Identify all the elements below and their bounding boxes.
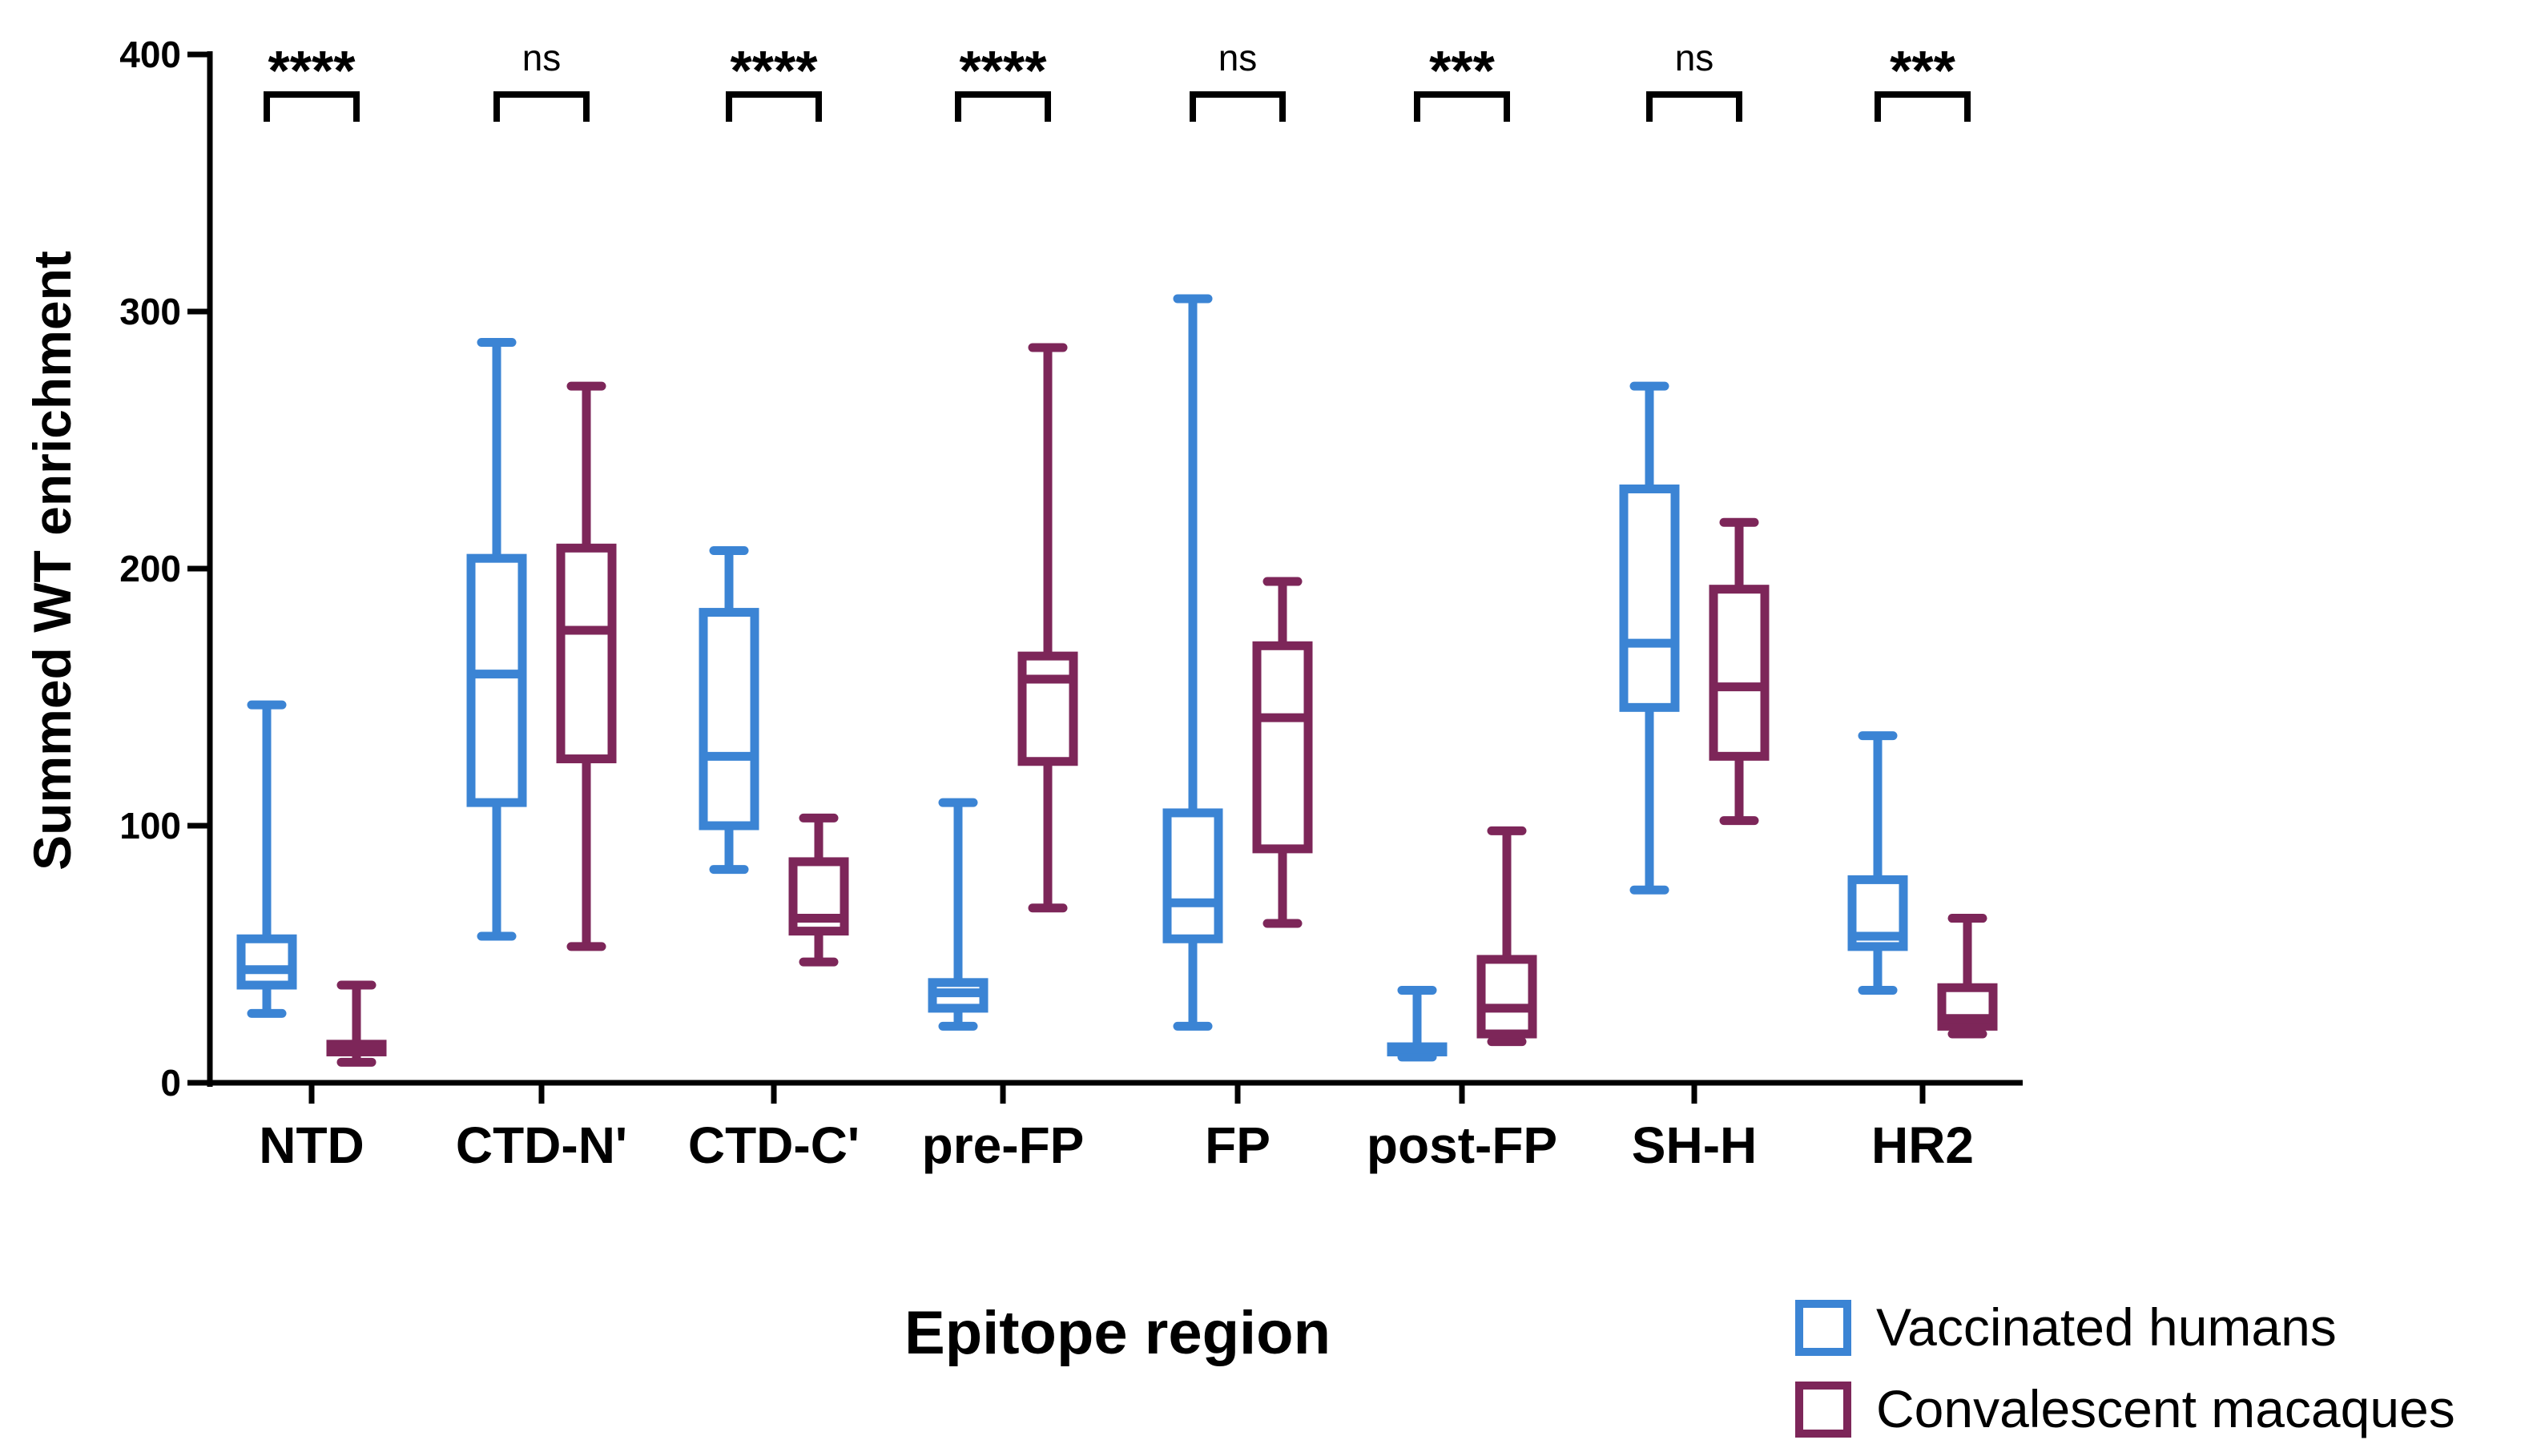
significance-bracket [264,91,360,122]
iqr-box [1619,484,1680,712]
significance-brackets: **** ns **** **** ns *** ns *** [264,37,1971,122]
legend-swatch [1795,1382,1851,1438]
y-tick-label: 300 [119,291,181,332]
x-tick-label: CTD-C' [688,1116,860,1174]
y-tick-label: 200 [119,548,181,589]
y-tick-label: 0 [160,1062,181,1104]
significance-label: **** [731,39,819,102]
box-convalescent [556,381,617,951]
significance-bracket [1875,91,1971,122]
box-convalescent [1252,577,1313,928]
x-tick-label: SH-H [1632,1116,1757,1174]
iqr-box [1476,955,1537,1039]
significance-bracket [1646,91,1742,122]
axes: 0 100 200 300 400 NTD CTD-N' CTD-C' pre-FP FP post… [119,34,2023,1174]
box-vaccinated [1387,985,1448,1062]
x-tick-label: NTD [259,1116,364,1174]
box-convalescent [326,980,387,1067]
iqr-box [699,608,759,831]
x-tick-label: pre-FP [922,1116,1085,1174]
iqr-box [236,934,297,990]
significance-bracket [1190,91,1286,122]
box-convalescent [1476,826,1537,1047]
y-axis-title: Summed WT enrichment [22,251,82,871]
box-series [236,294,1998,1067]
x-axis-title: Epitope region [904,1299,1331,1367]
significance-label: *** [1890,39,1955,102]
box-convalescent [1937,914,1998,1039]
legend: Vaccinated humans Convalescent macaques [1795,1297,2455,1438]
significance-label: **** [960,39,1048,102]
iqr-box [1162,808,1223,943]
box-convalescent [1017,343,1078,913]
legend-label: Vaccinated humans [1876,1297,2337,1357]
x-tick-label: CTD-N' [456,1116,627,1174]
significance-label: ns [1675,37,1714,78]
significance-bracket [955,91,1051,122]
box-vaccinated [236,700,297,1018]
iqr-box [466,553,527,807]
significance-bracket [493,91,590,122]
box-vaccinated [466,338,527,941]
box-vaccinated [1847,731,1908,995]
iqr-box [1252,641,1313,854]
legend-item: Vaccinated humans [1795,1297,2337,1357]
x-tick-label: post-FP [1367,1116,1557,1174]
iqr-box [1709,585,1770,761]
significance-label: ns [1218,37,1258,78]
y-tick-label: 100 [119,805,181,847]
significance-label: ns [522,37,562,78]
box-convalescent [788,813,849,967]
legend-swatch [1795,1300,1851,1356]
box-vaccinated [699,546,759,875]
significance-label: *** [1429,39,1495,102]
x-tick-label: HR2 [1871,1116,1974,1174]
legend-item: Convalescent macaques [1795,1379,2455,1438]
legend-label: Convalescent macaques [1876,1379,2455,1438]
significance-bracket [726,91,822,122]
y-tick-label: 400 [119,34,181,75]
box-vaccinated [928,798,989,1031]
box-vaccinated [1619,381,1680,895]
iqr-box [1017,651,1078,766]
x-tick-label: FP [1205,1116,1271,1174]
box-vaccinated [1162,294,1223,1031]
significance-label: **** [268,39,356,102]
iqr-box [556,543,617,764]
significance-bracket [1414,91,1510,122]
box-convalescent [1709,517,1770,826]
